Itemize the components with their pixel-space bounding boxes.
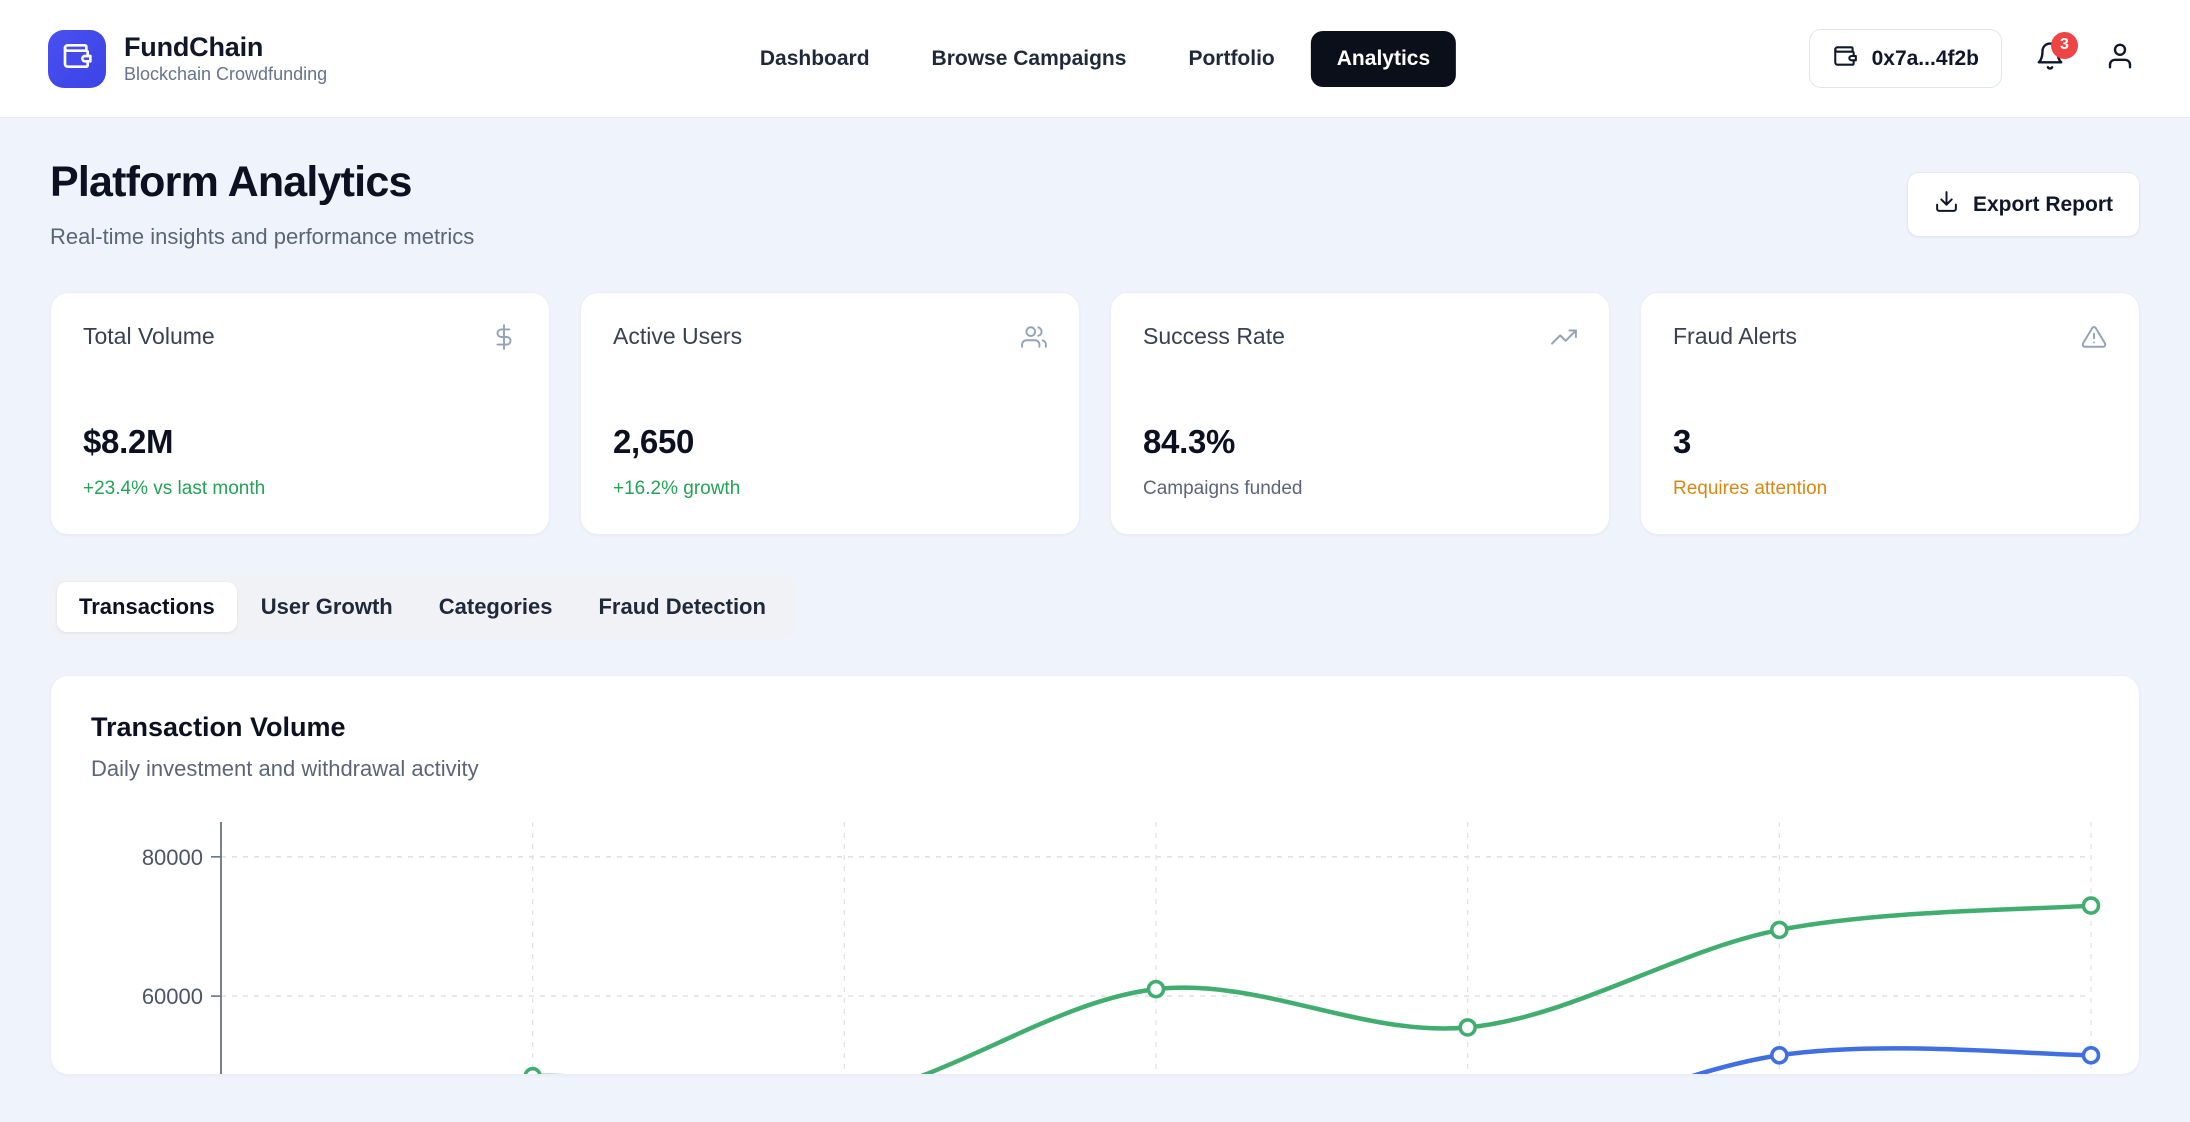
chart-series-line — [1691, 1046, 2094, 1074]
wallet-address-button[interactable]: 0x7a...4f2b — [1808, 29, 2002, 88]
stat-value: 2,650 — [613, 423, 695, 460]
page-header: Platform Analytics Real-time insights an… — [50, 158, 2140, 250]
notification-badge: 3 — [2051, 31, 2078, 59]
stat-card-success-rate[interactable]: Success Rate 84.3% Campaigns funded — [1110, 292, 1610, 535]
notifications-button[interactable]: 3 — [2028, 31, 2078, 81]
chart-data-point — [523, 1066, 542, 1074]
transaction-volume-panel: Transaction Volume Daily investment and … — [50, 675, 2140, 1075]
brand-tagline: Blockchain Crowdfunding — [124, 64, 328, 84]
tab-categories[interactable]: Categories — [438, 594, 553, 619]
brand-name: FundChain — [124, 32, 264, 62]
main-nav: Dashboard Browse Campaigns Portfolio Ana… — [734, 30, 1457, 87]
chart-y-tick-label: 80000 — [142, 845, 203, 870]
stat-value: $8.2M — [83, 423, 174, 460]
tab-transactions[interactable]: Transactions — [57, 582, 237, 632]
chart-data-point — [1770, 920, 1789, 940]
stat-delta: +23.4% vs last month — [83, 478, 266, 499]
users-icon — [1021, 324, 1047, 350]
chart-data-point — [2081, 896, 2101, 915]
analytics-tabs: Transactions User Growth Categories Frau… — [50, 575, 795, 639]
stat-label: Total Volume — [83, 323, 215, 349]
stat-label: Active Users — [613, 323, 743, 349]
chart-area[interactable]: 800006000040000 — [91, 810, 2101, 1075]
nav-item-browse-campaigns[interactable]: Browse Campaigns — [931, 46, 1127, 70]
wallet-icon — [1832, 43, 1858, 74]
alert-triangle-icon — [2081, 324, 2107, 350]
chart-y-tick-label: 60000 — [142, 984, 203, 1009]
stat-label: Success Rate — [1143, 323, 1285, 349]
stat-delta: Requires attention — [1673, 478, 1828, 499]
stat-delta: +16.2% growth — [613, 478, 741, 499]
header-actions: 0x7a...4f2b 3 — [1808, 29, 2142, 88]
nav-item-portfolio[interactable]: Portfolio — [1188, 46, 1275, 70]
chart-data-point — [1458, 1018, 1477, 1037]
brand-logo — [48, 29, 106, 88]
page-title: Platform Analytics — [50, 158, 412, 206]
brand[interactable]: FundChain Blockchain Crowdfunding — [48, 29, 328, 88]
stat-card-total-volume[interactable]: Total Volume $8.2M +23.4% vs last month — [50, 292, 550, 535]
download-icon — [1934, 189, 1959, 220]
dollar-icon — [491, 323, 517, 350]
wallet-icon — [61, 40, 93, 77]
tab-fraud-detection[interactable]: Fraud Detection — [598, 594, 766, 619]
chart-subtitle: Daily investment and withdrawal activity — [91, 756, 479, 781]
page-subtitle: Real-time insights and performance metri… — [50, 224, 475, 249]
transaction-volume-chart[interactable]: 800006000040000 — [91, 810, 2101, 1075]
stat-value: 3 — [1673, 423, 1692, 460]
chart-title: Transaction Volume — [91, 712, 346, 742]
stat-card-active-users[interactable]: Active Users 2,650 +16.2% growth — [580, 292, 1080, 535]
stat-label: Fraud Alerts — [1673, 323, 1797, 349]
stat-delta: Campaigns funded — [1143, 478, 1303, 499]
nav-item-analytics[interactable]: Analytics — [1310, 30, 1457, 87]
chart-data-point — [2081, 1045, 2101, 1065]
page-content: Platform Analytics Real-time insights an… — [0, 118, 2190, 1075]
stat-value: 84.3% — [1143, 423, 1236, 460]
stat-cards: Total Volume $8.2M +23.4% vs last month … — [50, 292, 2140, 535]
export-report-label: Export Report — [1972, 192, 2113, 216]
wallet-address-label: 0x7a...4f2b — [1871, 46, 1979, 70]
tab-user-growth[interactable]: User Growth — [260, 594, 393, 619]
chart-data-point — [1770, 1045, 1789, 1065]
stat-card-fraud-alerts[interactable]: Fraud Alerts 3 Requires attention — [1640, 292, 2140, 535]
chart-data-point — [1146, 979, 1166, 999]
export-report-button[interactable]: Export Report — [1906, 172, 2140, 237]
app-header: FundChain Blockchain Crowdfunding Dashbo… — [0, 0, 2190, 118]
nav-item-dashboard[interactable]: Dashboard — [759, 46, 870, 70]
trending-up-icon — [1551, 324, 1577, 350]
profile-button[interactable] — [2098, 37, 2142, 81]
user-icon — [2105, 41, 2135, 76]
